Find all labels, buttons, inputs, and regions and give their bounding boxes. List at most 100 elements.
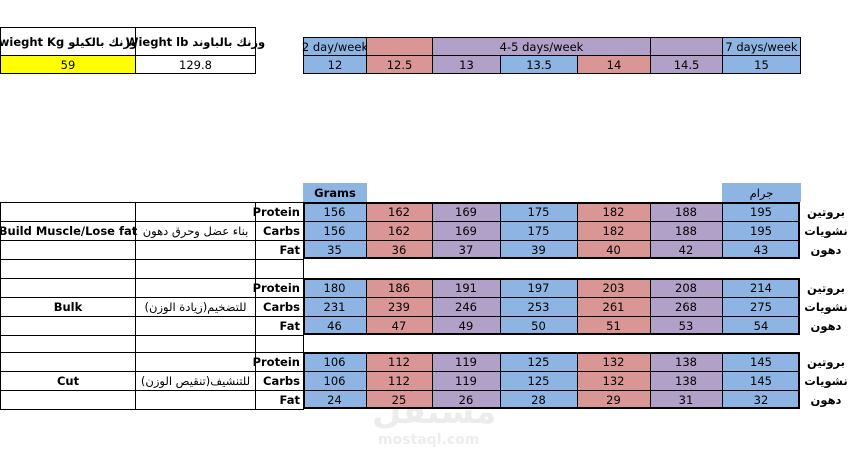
unit-label: Grams	[303, 183, 367, 202]
grams-value: 162	[366, 202, 432, 221]
nutrient-name: Protein	[253, 352, 304, 372]
unit-label: جرام	[722, 183, 801, 202]
label-cell	[135, 278, 256, 298]
nutrient-name-ar: بروتين	[807, 204, 845, 219]
grams-value: 169	[432, 202, 500, 221]
label-cell	[135, 390, 256, 410]
label-cell: للتضخيم(زيادة الوزن)	[135, 297, 256, 317]
grams-value: 203	[577, 278, 650, 297]
grams-value: 162	[366, 221, 432, 240]
label-cell: للتنشيف(تنقيص الوزن)	[135, 371, 256, 391]
grams-value: 145	[722, 352, 800, 371]
nutrient-name-ar: دهون	[810, 392, 842, 407]
grams-value: 132	[577, 371, 650, 390]
multiplier: 14.5	[650, 55, 723, 74]
nutrient-name-ar: نشويات	[804, 223, 848, 238]
grams-value: 195	[722, 202, 800, 221]
multiplier: 14	[577, 55, 651, 74]
nutrient-name-ar: نشويات	[804, 373, 848, 388]
grid-line	[722, 278, 723, 335]
nutrient-name-ar: دهون	[810, 242, 842, 257]
multiplier: 13.5	[500, 55, 578, 74]
block-frame	[303, 278, 800, 335]
header-cell: wieght Kg وزنك بالكيلو	[0, 27, 137, 56]
grid-line	[366, 202, 367, 259]
frequency-label: 4-5 days/week	[432, 37, 651, 56]
empty-cell	[135, 259, 256, 279]
frequency-label: 2 day/week	[302, 37, 368, 56]
label-cell: Cut	[0, 371, 136, 391]
grid-line	[303, 390, 800, 391]
grams-value: 188	[650, 202, 722, 221]
grams-value: 175	[500, 202, 577, 221]
grams-value: 39	[500, 240, 577, 259]
grid-line	[303, 240, 800, 241]
grams-value: 208	[650, 278, 722, 297]
grams-value: 182	[577, 202, 650, 221]
grams-value: 31	[650, 390, 722, 409]
grid-line	[432, 278, 433, 335]
nutrient-name-ar: دهون	[810, 318, 842, 333]
grams-value: 182	[577, 221, 650, 240]
frequency-cell	[650, 37, 723, 56]
grid-line	[303, 371, 800, 372]
nutrient-name: Protein	[253, 202, 304, 222]
multiplier: 15	[722, 55, 801, 74]
grid-line	[303, 316, 800, 317]
grams-value: 25	[366, 390, 432, 409]
grid-line	[366, 352, 367, 409]
label-cell	[135, 240, 256, 260]
grams-value: 214	[722, 278, 800, 297]
frequency-label: 7 days/week	[722, 37, 801, 56]
grid-line	[722, 352, 723, 409]
label-cell: Build Muscle/Lose fat	[0, 221, 137, 241]
grams-value: 37	[432, 240, 500, 259]
block-frame	[303, 202, 800, 259]
grams-value: 125	[500, 371, 577, 390]
empty-cell	[255, 335, 304, 353]
grams-value: 106	[303, 352, 366, 371]
empty-cell	[0, 259, 136, 279]
weight-lb: 129.8	[135, 55, 256, 74]
grams-value: 231	[303, 297, 366, 316]
label-cell	[0, 316, 136, 336]
label-cell	[0, 202, 136, 222]
grid-line	[500, 202, 501, 259]
multiplier: 12	[303, 55, 367, 74]
watermark-url: mostaql.com	[378, 432, 480, 448]
grams-value: 112	[366, 352, 432, 371]
grams-value: 47	[366, 316, 432, 335]
nutrient-name: Fat	[255, 316, 304, 336]
grams-value: 138	[650, 352, 722, 371]
nutrient-name-ar: بروتين	[807, 280, 845, 295]
grid-line	[577, 278, 578, 335]
grams-value: 275	[722, 297, 800, 316]
grid-line	[650, 202, 651, 259]
grams-value: 51	[577, 316, 650, 335]
grams-value: 156	[303, 221, 366, 240]
label-cell	[0, 278, 136, 298]
nutrient-name: Carbs	[255, 221, 304, 241]
grams-value: 145	[722, 371, 800, 390]
grams-value: 42	[650, 240, 722, 259]
nutrient-name-ar: بروتين	[807, 354, 845, 369]
grams-value: 186	[366, 278, 432, 297]
grid-line	[650, 278, 651, 335]
grid-line	[303, 221, 800, 222]
nutrient-name-ar: نشويات	[804, 299, 848, 314]
grams-value: 125	[500, 352, 577, 371]
nutrient-name: Carbs	[255, 371, 304, 391]
grams-value: 253	[500, 297, 577, 316]
label-cell: Bulk	[0, 297, 136, 317]
nutrient-name: Carbs	[255, 297, 304, 317]
grams-value: 195	[722, 221, 800, 240]
grams-value: 156	[303, 202, 366, 221]
grams-value: 132	[577, 352, 650, 371]
grams-value: 119	[432, 371, 500, 390]
weight-kg: 59	[0, 55, 136, 74]
nutrient-name: Protein	[253, 278, 304, 298]
header-cell: Wieght lb وزنك بالباوند	[126, 27, 265, 56]
grams-value: 54	[722, 316, 800, 335]
label-cell	[135, 316, 256, 336]
